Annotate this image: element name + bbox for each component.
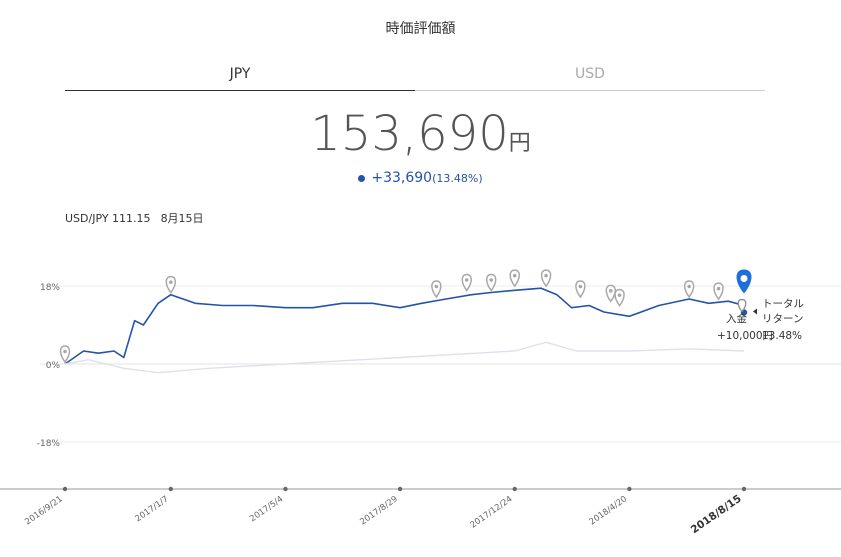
fx-pair: USD/JPY 111.15: [65, 212, 151, 225]
x-tick-mark: [397, 486, 403, 492]
y-tick-label: 18%: [40, 283, 60, 293]
pin-dot: [464, 278, 469, 282]
x-tick-label: 2018/4/20: [588, 494, 629, 527]
tab-usd[interactable]: USD: [415, 66, 765, 91]
pin-dot: [169, 280, 173, 284]
pin-body: [165, 275, 177, 294]
deposit-pin-icon: [614, 288, 625, 307]
deposit-pin-icon: [431, 280, 442, 299]
x-tick-mark: [741, 486, 747, 492]
active-pin-dot: [740, 275, 748, 282]
page-title: 時価評価額: [385, 21, 456, 37]
pin-dot: [608, 289, 613, 293]
change-amount: +33,690: [371, 170, 433, 186]
x-tick-mark: [627, 486, 632, 492]
deposit-pin-icon: [461, 273, 472, 292]
tab-jpy[interactable]: JPY: [65, 66, 415, 91]
deposit-pin-icon: [683, 280, 695, 299]
annotation-deposit: 入金: [726, 312, 747, 325]
valuation-amount: 153,690円: [0, 106, 841, 162]
deposit-pin-icon: [713, 282, 724, 301]
x-tick-mark: [168, 486, 174, 492]
y-tick-label: -18%: [37, 439, 61, 449]
deposit-pin-icon: [540, 269, 552, 288]
x-tick-label: 2016/9/21: [23, 494, 64, 527]
pin-body: [540, 269, 552, 288]
fx-rate: USD/JPY 111.15 8月15日: [65, 210, 214, 226]
pin-body: [683, 280, 695, 299]
pin-dot: [489, 278, 494, 282]
currency-tabs: JPY USD: [65, 66, 765, 92]
chart-series: [64, 287, 757, 374]
chart-annotations: トータル リターン 13.48% 入金 +10,000円: [717, 298, 804, 342]
deposit-pin-icon: [59, 345, 71, 364]
pin-body: [59, 345, 71, 364]
deposit-pin-icon: [575, 280, 586, 299]
annotation-deposit-amount: +10,000円: [717, 330, 773, 342]
chart-grid: 18% 0% -18%: [37, 283, 841, 449]
pin-body: [575, 280, 586, 299]
annotation-total: トータル: [762, 298, 804, 310]
total-return-line: [64, 287, 745, 365]
deposit-pin-icon: [605, 284, 616, 303]
valuation-number: 153,690: [310, 106, 509, 162]
x-tick-label: 2017/5/4: [248, 494, 285, 524]
change-dot-icon: [358, 174, 366, 182]
pin-dot: [63, 349, 67, 354]
chart-pins: [59, 269, 752, 364]
deposit-pin-icon: [165, 275, 177, 294]
x-tick-label: 2017/1/7: [134, 494, 171, 524]
pin-body: [614, 288, 625, 307]
x-tick-label: 2017/8/29: [358, 494, 399, 527]
annotation-return-pct: 13.48%: [762, 330, 802, 342]
deposit-pin-small-icon: [737, 298, 747, 313]
pin-dot: [617, 293, 622, 297]
pin-dot: [716, 286, 721, 291]
annotation-return: リターン: [762, 313, 803, 325]
pin-dot: [434, 284, 439, 289]
valuation-unit: 円: [508, 131, 531, 156]
deposit-pin-icon: [509, 269, 520, 288]
change-percent: (13.48%): [432, 172, 483, 185]
benchmark-line: [64, 341, 745, 374]
pin-body: [605, 284, 616, 303]
pin-dot: [578, 284, 583, 289]
chart-x-axis: 2016/9/21 2017/1/7 2017/5/4 2017/8/29 2017/1…: [0, 486, 841, 537]
fx-date: 8月15日: [160, 212, 204, 225]
pin-body: [461, 273, 472, 292]
x-tick-mark: [62, 486, 68, 492]
pin-dot: [687, 284, 691, 289]
pin-dot: [544, 273, 548, 278]
pin-body: [509, 269, 520, 288]
pin-dot: [512, 273, 517, 278]
valuation-change: +33,690(13.48%): [0, 170, 841, 186]
x-tick-label: 2018/8/15: [689, 493, 744, 537]
pin-body: [485, 273, 497, 292]
deposit-pin-icon: [485, 273, 497, 292]
pin-body: [431, 280, 442, 299]
return-pointer-icon: [753, 308, 757, 315]
y-tick-label: 0%: [46, 361, 61, 371]
x-tick-mark: [512, 486, 517, 492]
x-tick-label: 2017/12/24: [469, 494, 515, 530]
x-tick-mark: [283, 486, 288, 492]
active-pin-icon: [736, 269, 752, 313]
pin-body: [713, 282, 724, 301]
